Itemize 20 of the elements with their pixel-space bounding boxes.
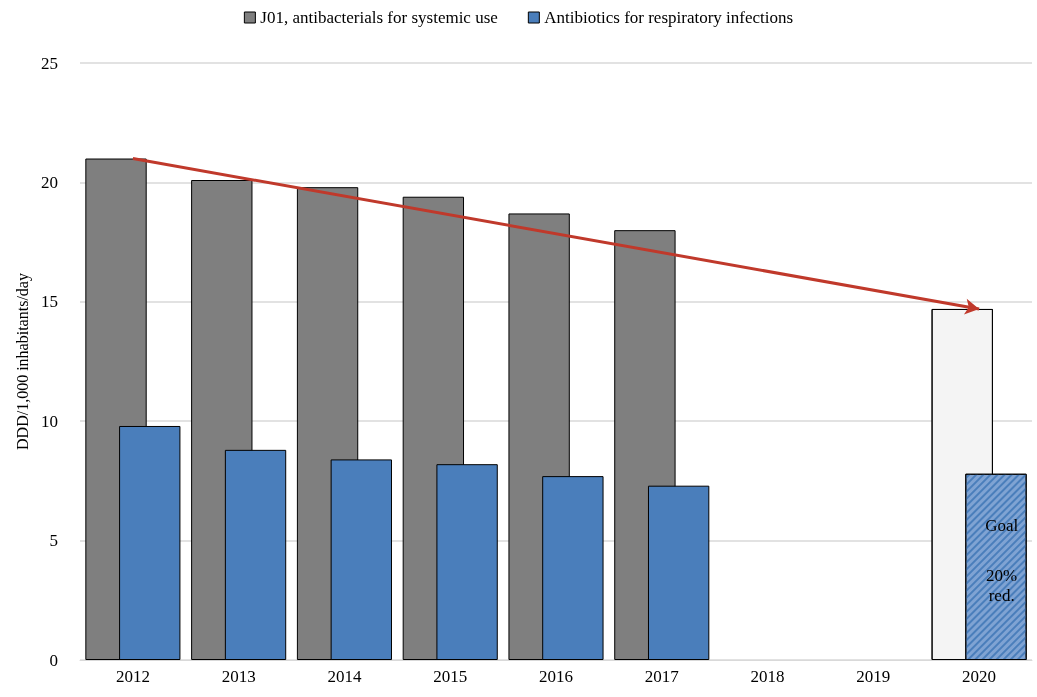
y-tick-label: 5 — [49, 531, 58, 551]
x-tick-label: 2017 — [644, 667, 680, 686]
y-tick-label: 0 — [49, 650, 58, 670]
x-tick-label: 2015 — [433, 667, 468, 686]
y-tick-label: 10 — [41, 411, 58, 431]
x-tick-label: 2020 — [962, 667, 997, 686]
x-tick-label: 2019 — [856, 667, 891, 686]
x-tick-label: 2013 — [221, 667, 256, 686]
legend-label: J01, antibacterials for systemic use — [260, 8, 498, 27]
y-tick-label: 15 — [41, 292, 58, 312]
x-tick-label: 2016 — [539, 667, 573, 686]
y-tick-label: 20 — [41, 172, 58, 192]
y-axis-title: DDD/1,000 inhabitants/day — [13, 273, 32, 450]
annotation: Goal — [985, 515, 1019, 535]
x-tick-label: 2018 — [750, 667, 785, 686]
y-tick-label: 25 — [41, 53, 58, 73]
annotation: 20% red. — [986, 565, 1018, 605]
x-tick-label: 2012 — [115, 667, 150, 686]
x-tick-label: 2014 — [327, 667, 362, 686]
legend-label: Antibiotics for respiratory infections — [544, 8, 794, 27]
